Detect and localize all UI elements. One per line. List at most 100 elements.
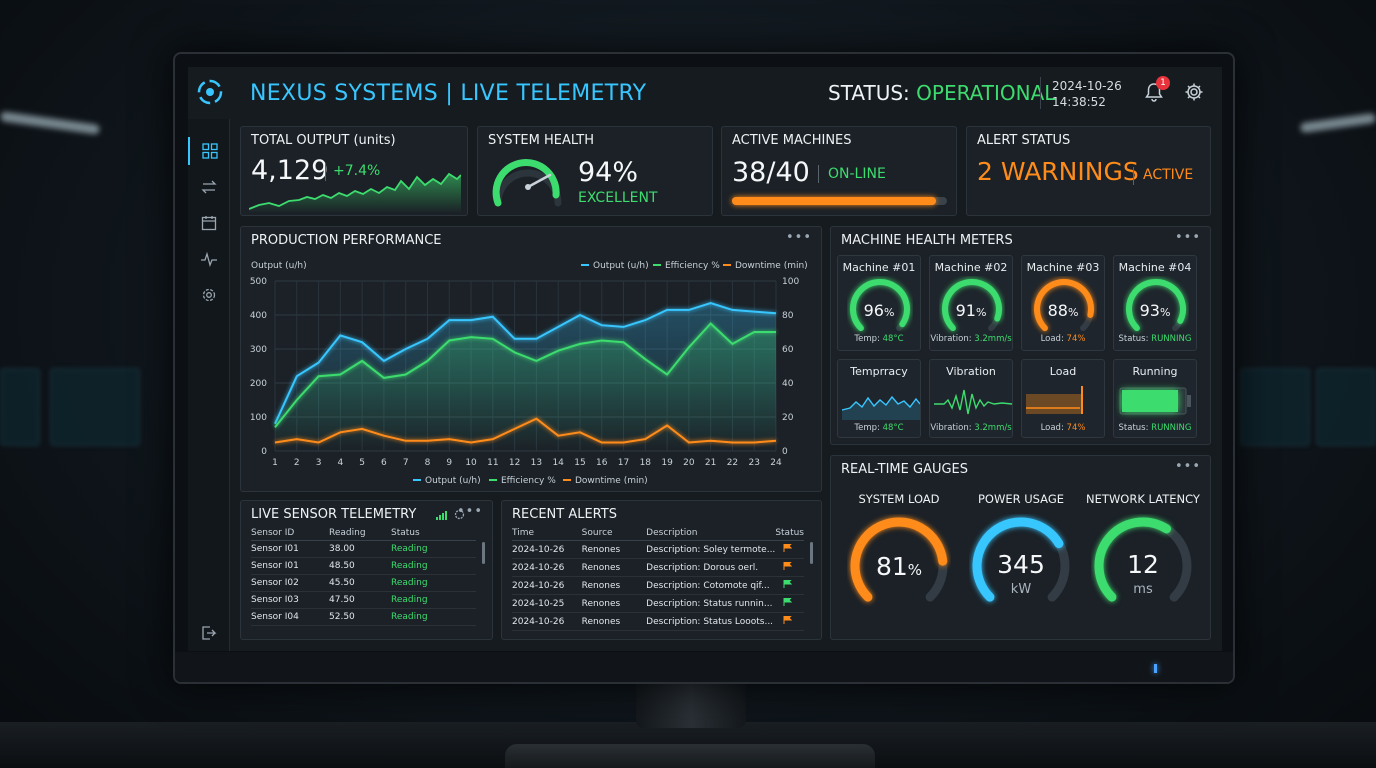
sensor-meter-card[interactable]: Load Load: 74% (1021, 359, 1105, 438)
status-cell (775, 576, 804, 595)
table-row[interactable]: 2024-10-26 Renones Description: Dorous oer… (512, 558, 804, 577)
status-value: OPERATIONAL (916, 81, 1056, 105)
machine-meter-card[interactable]: Machine #04 93% Status: RUNNING (1113, 255, 1197, 351)
active-machines-state: ON-LINE (828, 166, 886, 182)
kpi-divider (1133, 167, 1134, 185)
realtime-gauge: NETWORK LATENCY 12 ms (1083, 492, 1203, 632)
kpi-divider (818, 165, 819, 183)
machine-meter-card[interactable]: Machine #01 96% Temp: 48°C (837, 255, 921, 351)
ceiling-light-right (1299, 112, 1376, 134)
more-options-icon[interactable]: ••• (456, 504, 483, 519)
sensor-detail: Status: RUNNING (1114, 423, 1196, 433)
machine-gauge (850, 279, 910, 332)
sidebar-item-activity[interactable] (188, 245, 230, 273)
column-header[interactable]: Status (391, 527, 476, 541)
status-cell: Reading (391, 540, 476, 558)
column-header[interactable]: Source (581, 527, 647, 541)
header: NEXUS SYSTEMS | LIVE TELEMETRY STATUS: O… (188, 67, 1222, 119)
x-tick-label: 19 (661, 458, 673, 468)
production-performance-panel: PRODUCTION PERFORMANCE ••• Output (u/h) 0… (240, 226, 822, 492)
sidebar-item-dashboard[interactable] (188, 137, 230, 165)
y-tick-label: 300 (250, 345, 267, 355)
header-divider (1040, 77, 1041, 109)
sidebar-item-transfer[interactable] (188, 173, 230, 201)
machine-detail: Load: 74% (1022, 334, 1104, 344)
sensor-detail: Vibration: 3.2mm/s (930, 423, 1012, 433)
sensor-meter-card[interactable]: Running Status: RUNNING (1113, 359, 1197, 438)
y2-tick-label: 100 (782, 277, 799, 287)
more-options-icon[interactable]: ••• (1174, 459, 1201, 474)
pulse-icon (201, 251, 217, 267)
scrollbar[interactable] (482, 542, 485, 564)
table-row[interactable]: Sensor I03 47.50 Reading (251, 591, 476, 609)
reading-cell: 52.50 (329, 608, 391, 626)
x-tick-label: 14 (552, 458, 564, 468)
sidebar-item-settings[interactable] (188, 281, 230, 309)
table-row[interactable]: 2024-10-26 Renones Description: Status Loo… (512, 612, 804, 631)
y-axis-label: Output (u/h) (251, 261, 307, 271)
y-tick-label: 200 (250, 379, 267, 389)
source-cell: Renones (581, 594, 647, 613)
x-tick-label: 1 (272, 458, 278, 468)
time-cell: 2024-10-26 (512, 558, 582, 577)
kpi-title: SYSTEM HEALTH (488, 133, 594, 148)
gauge-holder (847, 276, 913, 346)
x-tick-label: 7 (403, 458, 409, 468)
y-tick-label: 100 (250, 413, 267, 423)
status-cell (775, 612, 804, 631)
y2-tick-label: 60 (782, 345, 794, 355)
time-text: 14:38:52 (1052, 95, 1106, 109)
legend-label: Downtime (min) (575, 476, 648, 486)
dashboard-screen: NEXUS SYSTEMS | LIVE TELEMETRY STATUS: O… (188, 67, 1222, 651)
table-row[interactable]: Sensor I01 38.00 Reading (251, 540, 476, 558)
sidebar-item-calendar[interactable] (188, 209, 230, 237)
detail-label: Status: (1118, 334, 1149, 344)
series-line-2 (274, 417, 777, 444)
machine-meter-card[interactable]: Machine #03 88% Load: 74% (1021, 255, 1105, 351)
table-row[interactable]: Sensor I02 45.50 Reading (251, 574, 476, 592)
more-options-icon[interactable]: ••• (785, 230, 812, 245)
sensor-detail: Temp: 48°C (838, 423, 920, 433)
machine-value: 93% (1114, 301, 1196, 320)
waveform-chart (841, 395, 921, 420)
source-cell: Renones (581, 612, 647, 631)
table-row[interactable]: 2024-10-26 Renones Description: Soley term… (512, 540, 804, 559)
reading-cell: 38.00 (329, 540, 391, 558)
scrollbar[interactable] (810, 542, 813, 564)
more-options-icon[interactable]: ••• (1174, 230, 1201, 245)
sidebar-item-logout[interactable] (188, 619, 230, 647)
active-machines-value: 38/40 (732, 157, 810, 188)
sensor-meter-card[interactable]: Vibration Vibration: 3.2mm/s (929, 359, 1013, 438)
machine-gauge (942, 279, 1002, 332)
settings-gear-icon[interactable] (454, 509, 465, 520)
active-machines-progress-track (732, 197, 947, 205)
gauge-title: NETWORK LATENCY (1086, 492, 1200, 506)
ceiling-light-left (0, 111, 101, 135)
sensor-id-cell: Sensor I01 (251, 557, 329, 575)
column-header[interactable]: Time (512, 527, 582, 541)
x-tick-label: 11 (487, 458, 498, 468)
column-header[interactable]: Reading (329, 527, 391, 541)
machine-name: Machine #01 (842, 261, 916, 274)
dashboard-grid-icon (202, 143, 218, 159)
machine-meter-card[interactable]: Machine #02 91% Vibration: 3.2mm/s (929, 255, 1013, 351)
x-tick-label: 5 (359, 458, 365, 468)
table-row[interactable]: Sensor I01 48.50 Reading (251, 557, 476, 575)
sensor-meter-card[interactable]: Temprracy Temp: 48°C (837, 359, 921, 438)
settings-gear-icon[interactable] (1184, 82, 1204, 102)
sensor-telemetry-panel: LIVE SENSOR TELEMETRY ••• Sensor ID Read… (240, 500, 493, 640)
table-row[interactable]: 2024-10-25 Renones Description: Status run… (512, 594, 804, 613)
column-header[interactable]: Sensor ID (251, 527, 329, 541)
x-tick-label: 23 (748, 458, 759, 468)
column-header[interactable]: Description (646, 527, 776, 541)
detail-value: RUNNING (1151, 334, 1192, 344)
status-label: STATUS: (828, 81, 910, 105)
time-cell: 2024-10-26 (512, 540, 582, 559)
sensor-detail: Load: 74% (1022, 423, 1104, 433)
reading-cell: 47.50 (329, 591, 391, 609)
machine-health-panel: MACHINE HEALTH METERS ••• Machine #01 96… (830, 226, 1211, 445)
table-row[interactable]: 2024-10-26 Renones Description: Cotomote q… (512, 576, 804, 595)
table-row[interactable]: Sensor I04 52.50 Reading (251, 608, 476, 626)
machine-value-unit: % (1067, 306, 1079, 319)
column-header[interactable]: Status (775, 527, 804, 541)
